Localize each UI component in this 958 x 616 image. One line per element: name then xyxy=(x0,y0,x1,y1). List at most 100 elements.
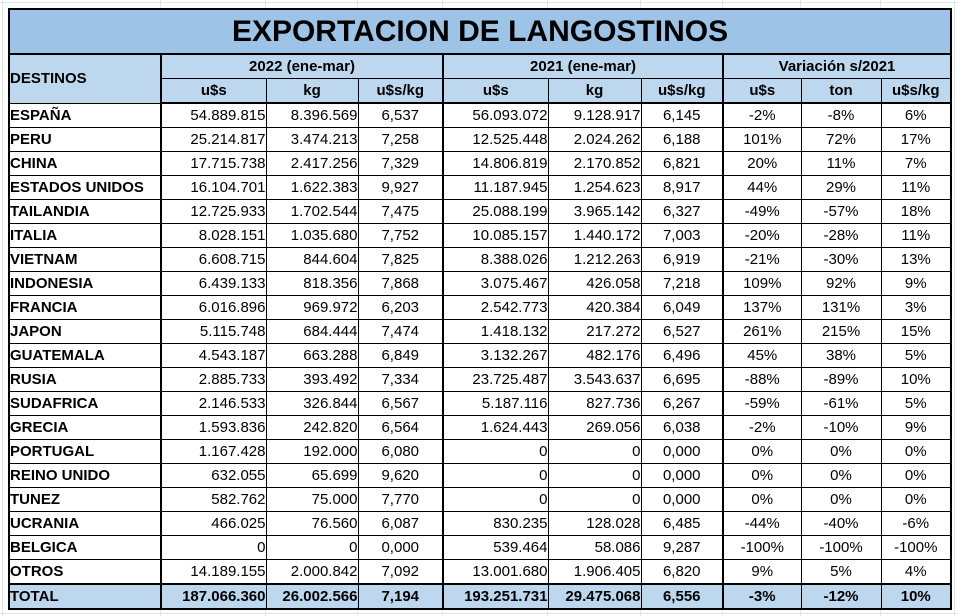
cell-destino[interactable]: TAILANDIA xyxy=(8,199,162,224)
cell-2021-usdkg[interactable]: 7,218 xyxy=(640,271,724,296)
cell-var-ton[interactable]: -10% xyxy=(800,415,882,440)
cell-var-usdkg[interactable]: 13% xyxy=(880,247,952,272)
cell-destino[interactable]: VIETNAM xyxy=(8,247,162,272)
cell-2022-usdkg[interactable]: 7,258 xyxy=(357,127,444,152)
cell-2022-kg[interactable]: 2.000.842 xyxy=(265,559,359,585)
cell-2021-usd[interactable]: 3.132.267 xyxy=(442,343,549,368)
cell-2022-usdkg[interactable]: 6,849 xyxy=(357,343,444,368)
cell-var-usd[interactable]: 101% xyxy=(722,127,802,152)
cell-var-usd[interactable]: -21% xyxy=(722,247,802,272)
cell-destino[interactable]: JAPON xyxy=(8,319,162,344)
cell-var-usd[interactable]: 44% xyxy=(722,175,802,200)
cell-2022-usd[interactable]: 1.593.836 xyxy=(160,415,267,440)
cell-var-usd[interactable]: 9% xyxy=(722,559,802,585)
cell-2022-kg[interactable]: 0 xyxy=(265,535,359,560)
cell-var-ton[interactable]: -100% xyxy=(800,535,882,560)
cell-2021-kg[interactable]: 1.906.405 xyxy=(547,559,642,585)
cell-2021-kg[interactable]: 217.272 xyxy=(547,319,642,344)
cell-2022-usdkg[interactable]: 7,092 xyxy=(357,559,444,585)
page-title[interactable]: EXPORTACION DE LANGOSTINOS xyxy=(8,8,952,55)
cell-2022-kg[interactable]: 192.000 xyxy=(265,439,359,464)
cell-2022-usd[interactable]: 14.189.155 xyxy=(160,559,267,585)
cell-2022-usd[interactable]: 4.543.187 xyxy=(160,343,267,368)
cell-2022-usd[interactable]: 12.725.933 xyxy=(160,199,267,224)
cell-2022-usdkg[interactable]: 7,475 xyxy=(357,199,444,224)
cell-2021-kg[interactable]: 827.736 xyxy=(547,391,642,416)
cell-var-ton[interactable]: -28% xyxy=(800,223,882,248)
cell-var-usd[interactable]: -49% xyxy=(722,199,802,224)
cell-2021-usdkg[interactable]: 6,038 xyxy=(640,415,724,440)
cell-var-usdkg[interactable]: 5% xyxy=(880,343,952,368)
cell-2021-kg[interactable]: 2.170.852 xyxy=(547,151,642,176)
cell-2021-usd[interactable]: 13.001.680 xyxy=(442,559,549,585)
total-2022-usd[interactable]: 187.066.360 xyxy=(160,583,267,610)
cell-var-ton[interactable]: 0% xyxy=(800,487,882,512)
cell-var-ton[interactable]: -30% xyxy=(800,247,882,272)
cell-2022-usdkg[interactable]: 6,203 xyxy=(357,295,444,320)
cell-2022-usd[interactable]: 6.439.133 xyxy=(160,271,267,296)
cell-var-usdkg[interactable]: 0% xyxy=(880,439,952,464)
cell-var-ton[interactable]: 0% xyxy=(800,439,882,464)
subcol-var-ton[interactable]: ton xyxy=(800,78,882,104)
total-2021-kg[interactable]: 29.475.068 xyxy=(547,583,642,610)
cell-2021-usd[interactable]: 8.388.026 xyxy=(442,247,549,272)
cell-destino[interactable]: ESPAÑA xyxy=(8,102,162,128)
cell-2022-kg[interactable]: 393.492 xyxy=(265,367,359,392)
subcol-2021-kg[interactable]: kg xyxy=(547,78,642,104)
cell-var-ton[interactable]: 131% xyxy=(800,295,882,320)
cell-var-usd[interactable]: 0% xyxy=(722,487,802,512)
cell-2021-usd[interactable]: 1.624.443 xyxy=(442,415,549,440)
cell-2021-usdkg[interactable]: 9,287 xyxy=(640,535,724,560)
cell-2021-kg[interactable]: 0 xyxy=(547,463,642,488)
cell-var-usdkg[interactable]: 7% xyxy=(880,151,952,176)
cell-var-usd[interactable]: -88% xyxy=(722,367,802,392)
cell-destino[interactable]: ESTADOS UNIDOS xyxy=(8,175,162,200)
cell-2021-usd[interactable]: 25.088.199 xyxy=(442,199,549,224)
cell-var-ton[interactable]: -8% xyxy=(800,102,882,128)
cell-var-ton[interactable]: 38% xyxy=(800,343,882,368)
cell-var-usd[interactable]: 20% xyxy=(722,151,802,176)
cell-var-ton[interactable]: 29% xyxy=(800,175,882,200)
cell-2021-kg[interactable]: 1.212.263 xyxy=(547,247,642,272)
total-2022-kg[interactable]: 26.002.566 xyxy=(265,583,359,610)
cell-2022-usd[interactable]: 25.214.817 xyxy=(160,127,267,152)
cell-var-usdkg[interactable]: 10% xyxy=(880,367,952,392)
cell-2021-kg[interactable]: 3.965.142 xyxy=(547,199,642,224)
cell-destino[interactable]: BELGICA xyxy=(8,535,162,560)
cell-2022-usdkg[interactable]: 7,329 xyxy=(357,151,444,176)
cell-2021-usdkg[interactable]: 6,820 xyxy=(640,559,724,585)
cell-2021-usdkg[interactable]: 6,919 xyxy=(640,247,724,272)
cell-2022-kg[interactable]: 1.702.544 xyxy=(265,199,359,224)
cell-var-ton[interactable]: 72% xyxy=(800,127,882,152)
cell-2022-usdkg[interactable]: 7,334 xyxy=(357,367,444,392)
cell-2022-usd[interactable]: 0 xyxy=(160,535,267,560)
destinos-header[interactable]: DESTINOS xyxy=(8,53,162,104)
cell-2021-usd[interactable]: 56.093.072 xyxy=(442,102,549,128)
cell-var-usd[interactable]: -59% xyxy=(722,391,802,416)
cell-2021-kg[interactable]: 1.254.623 xyxy=(547,175,642,200)
cell-2021-usd[interactable]: 0 xyxy=(442,487,549,512)
cell-var-usdkg[interactable]: 17% xyxy=(880,127,952,152)
cell-2021-usd[interactable]: 539.464 xyxy=(442,535,549,560)
cell-destino[interactable]: REINO UNIDO xyxy=(8,463,162,488)
cell-var-usd[interactable]: 0% xyxy=(722,439,802,464)
cell-2021-kg[interactable]: 0 xyxy=(547,439,642,464)
cell-2022-usd[interactable]: 632.055 xyxy=(160,463,267,488)
cell-destino[interactable]: PORTUGAL xyxy=(8,439,162,464)
cell-var-usdkg[interactable]: 9% xyxy=(880,415,952,440)
cell-2021-usd[interactable]: 10.085.157 xyxy=(442,223,549,248)
cell-var-usd[interactable]: -2% xyxy=(722,102,802,128)
group-2022-header[interactable]: 2022 (ene-mar) xyxy=(160,53,444,79)
cell-destino[interactable]: SUDAFRICA xyxy=(8,391,162,416)
cell-2022-kg[interactable]: 818.356 xyxy=(265,271,359,296)
cell-2022-usdkg[interactable]: 0,000 xyxy=(357,535,444,560)
cell-destino[interactable]: TUNEZ xyxy=(8,487,162,512)
cell-var-usdkg[interactable]: 6% xyxy=(880,102,952,128)
cell-2021-usd[interactable]: 5.187.116 xyxy=(442,391,549,416)
cell-var-usdkg[interactable]: 0% xyxy=(880,463,952,488)
cell-2021-usdkg[interactable]: 6,188 xyxy=(640,127,724,152)
cell-2021-usdkg[interactable]: 8,917 xyxy=(640,175,724,200)
cell-2021-usdkg[interactable]: 6,267 xyxy=(640,391,724,416)
cell-var-usd[interactable]: -2% xyxy=(722,415,802,440)
cell-2021-usdkg[interactable]: 7,003 xyxy=(640,223,724,248)
